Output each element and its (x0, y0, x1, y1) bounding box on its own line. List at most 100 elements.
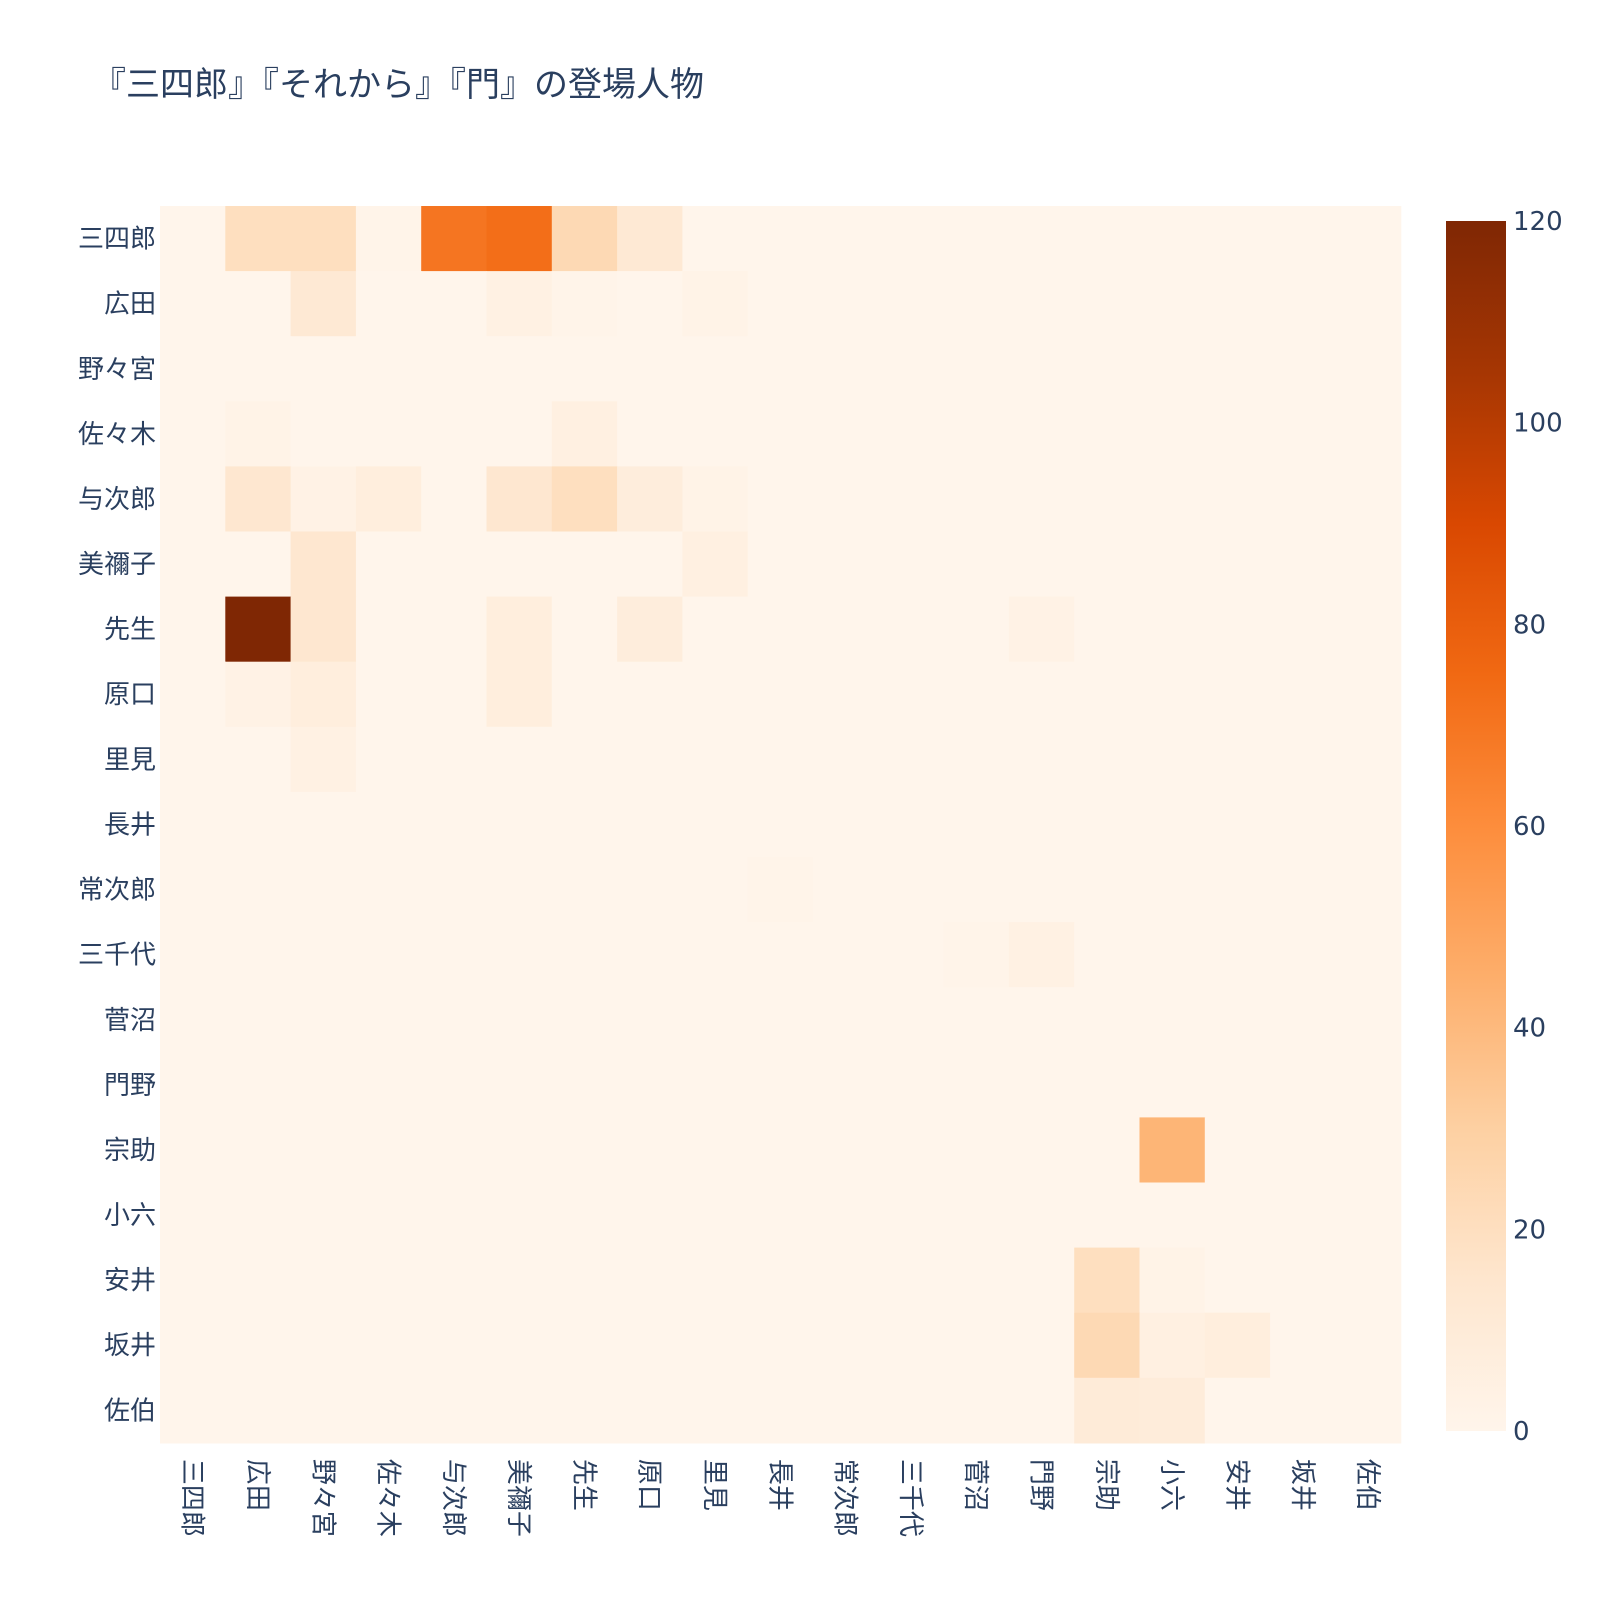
heatmap-cell (617, 596, 683, 663)
heatmap-cell (943, 1052, 1010, 1118)
heatmap-cell (943, 726, 1010, 793)
heatmap-cell (551, 1182, 618, 1249)
heatmap-cell (747, 922, 814, 988)
heatmap-cell (1074, 791, 1141, 858)
heatmap-cell (1204, 466, 1271, 533)
heatmap-cell (878, 531, 945, 598)
heatmap-cell (682, 336, 749, 402)
heatmap-cell (421, 1052, 488, 1118)
heatmap-cell (878, 1052, 945, 1118)
heatmap-cell (617, 531, 683, 598)
heatmap-cell (1204, 791, 1271, 858)
heatmap-cell (943, 206, 1010, 272)
x-tick-label: 小六 (1156, 1459, 1186, 1511)
heatmap-cell (813, 726, 879, 793)
colorbar-tick-label: 20 (1513, 1215, 1546, 1245)
heatmap-cell (1270, 1247, 1336, 1314)
heatmap-cell (1008, 1312, 1075, 1379)
heatmap-cell (160, 596, 226, 663)
colorbar-tick-labels: 0 20 40 60 80 100 120 (1513, 207, 1563, 1447)
heatmap-cell (1270, 401, 1336, 467)
heatmap-cell (355, 336, 422, 402)
heatmap-cell (1139, 206, 1206, 272)
heatmap-cell (551, 596, 618, 663)
heatmap-cell (1139, 857, 1206, 923)
heatmap-cell (290, 596, 357, 663)
heatmap-cell (421, 857, 488, 923)
heatmap-cell (1074, 661, 1141, 728)
heatmap-cell (943, 531, 1010, 598)
heatmap-cell (160, 1247, 226, 1314)
heatmap-cell (290, 401, 357, 467)
y-tick-label: 宗助 (104, 1136, 156, 1166)
heatmap-cell (1204, 206, 1271, 272)
heatmap-cell (355, 1247, 422, 1314)
heatmap-cell (682, 726, 749, 793)
heatmap-cell (747, 1182, 814, 1249)
heatmap-cell (878, 726, 945, 793)
heatmap-cell (355, 466, 422, 533)
heatmap-cell (943, 1182, 1010, 1249)
colorbar-tick-label: 80 (1513, 610, 1546, 640)
heatmap-cell (551, 791, 618, 858)
heatmap-cell (943, 922, 1010, 988)
heatmap-cell (1335, 1052, 1402, 1118)
heatmap-cell (1074, 531, 1141, 598)
y-tick-label: 菅沼 (104, 1006, 156, 1036)
heatmap-cell (1074, 466, 1141, 533)
heatmap-cell (486, 661, 553, 728)
heatmap-cell (486, 531, 553, 598)
heatmap-cell (225, 1247, 292, 1314)
x-tick-label: 長井 (764, 1459, 794, 1511)
heatmap-cell (878, 206, 945, 272)
heatmap-cell (1270, 1312, 1336, 1379)
heatmap-cell (1074, 922, 1141, 988)
heatmap-cell (1008, 1052, 1075, 1118)
heatmap-cell (943, 857, 1010, 923)
heatmap-cell (878, 987, 945, 1053)
heatmap-cell (617, 1182, 683, 1249)
heatmap-cell (1139, 791, 1206, 858)
heatmap-cell (943, 1312, 1010, 1379)
x-tick-label: 安井 (1222, 1459, 1252, 1511)
heatmap-cell (1270, 922, 1336, 988)
heatmap-cell (1270, 726, 1336, 793)
heatmap-cell (1139, 271, 1206, 337)
heatmap-cell (355, 206, 422, 272)
heatmap-cell (290, 1117, 357, 1184)
heatmap-cell (1335, 531, 1402, 598)
heatmap-cell (878, 401, 945, 467)
heatmap-cell (813, 1052, 879, 1118)
heatmap-cell (421, 271, 488, 337)
heatmap-cell (421, 1377, 488, 1444)
heatmap-cell (551, 987, 618, 1053)
heatmap-cell (878, 466, 945, 533)
heatmap-cell (1139, 1052, 1206, 1118)
heatmap-cell (1008, 1377, 1075, 1444)
heatmap-cell (355, 661, 422, 728)
chart-title: 『三四郎』『それから』『門』の登場人物 (92, 65, 704, 105)
x-tick-label: 菅沼 (960, 1459, 990, 1511)
heatmap-cell (943, 596, 1010, 663)
heatmap-cell (355, 1377, 422, 1444)
heatmap-cell (747, 726, 814, 793)
heatmap-cell (747, 206, 814, 272)
heatmap-cell (682, 596, 749, 663)
heatmap-cell (1008, 791, 1075, 858)
heatmap-cell (551, 1312, 618, 1379)
heatmap-cell (290, 206, 357, 272)
heatmap-cell (160, 401, 226, 467)
heatmap-cell (421, 922, 488, 988)
heatmap-cell (1139, 1377, 1206, 1444)
heatmap-cell (551, 1247, 618, 1314)
heatmap-cell (421, 1182, 488, 1249)
heatmap-cell (486, 466, 553, 533)
colorbar-tick-label: 60 (1513, 812, 1546, 842)
heatmap-cell (486, 401, 553, 467)
heatmap-cell (813, 1182, 879, 1249)
heatmap-cell (160, 1182, 226, 1249)
heatmap-cell (1008, 206, 1075, 272)
heatmap-cell (1204, 922, 1271, 988)
heatmap-cell (1335, 1247, 1402, 1314)
heatmap-cell (1270, 531, 1336, 598)
